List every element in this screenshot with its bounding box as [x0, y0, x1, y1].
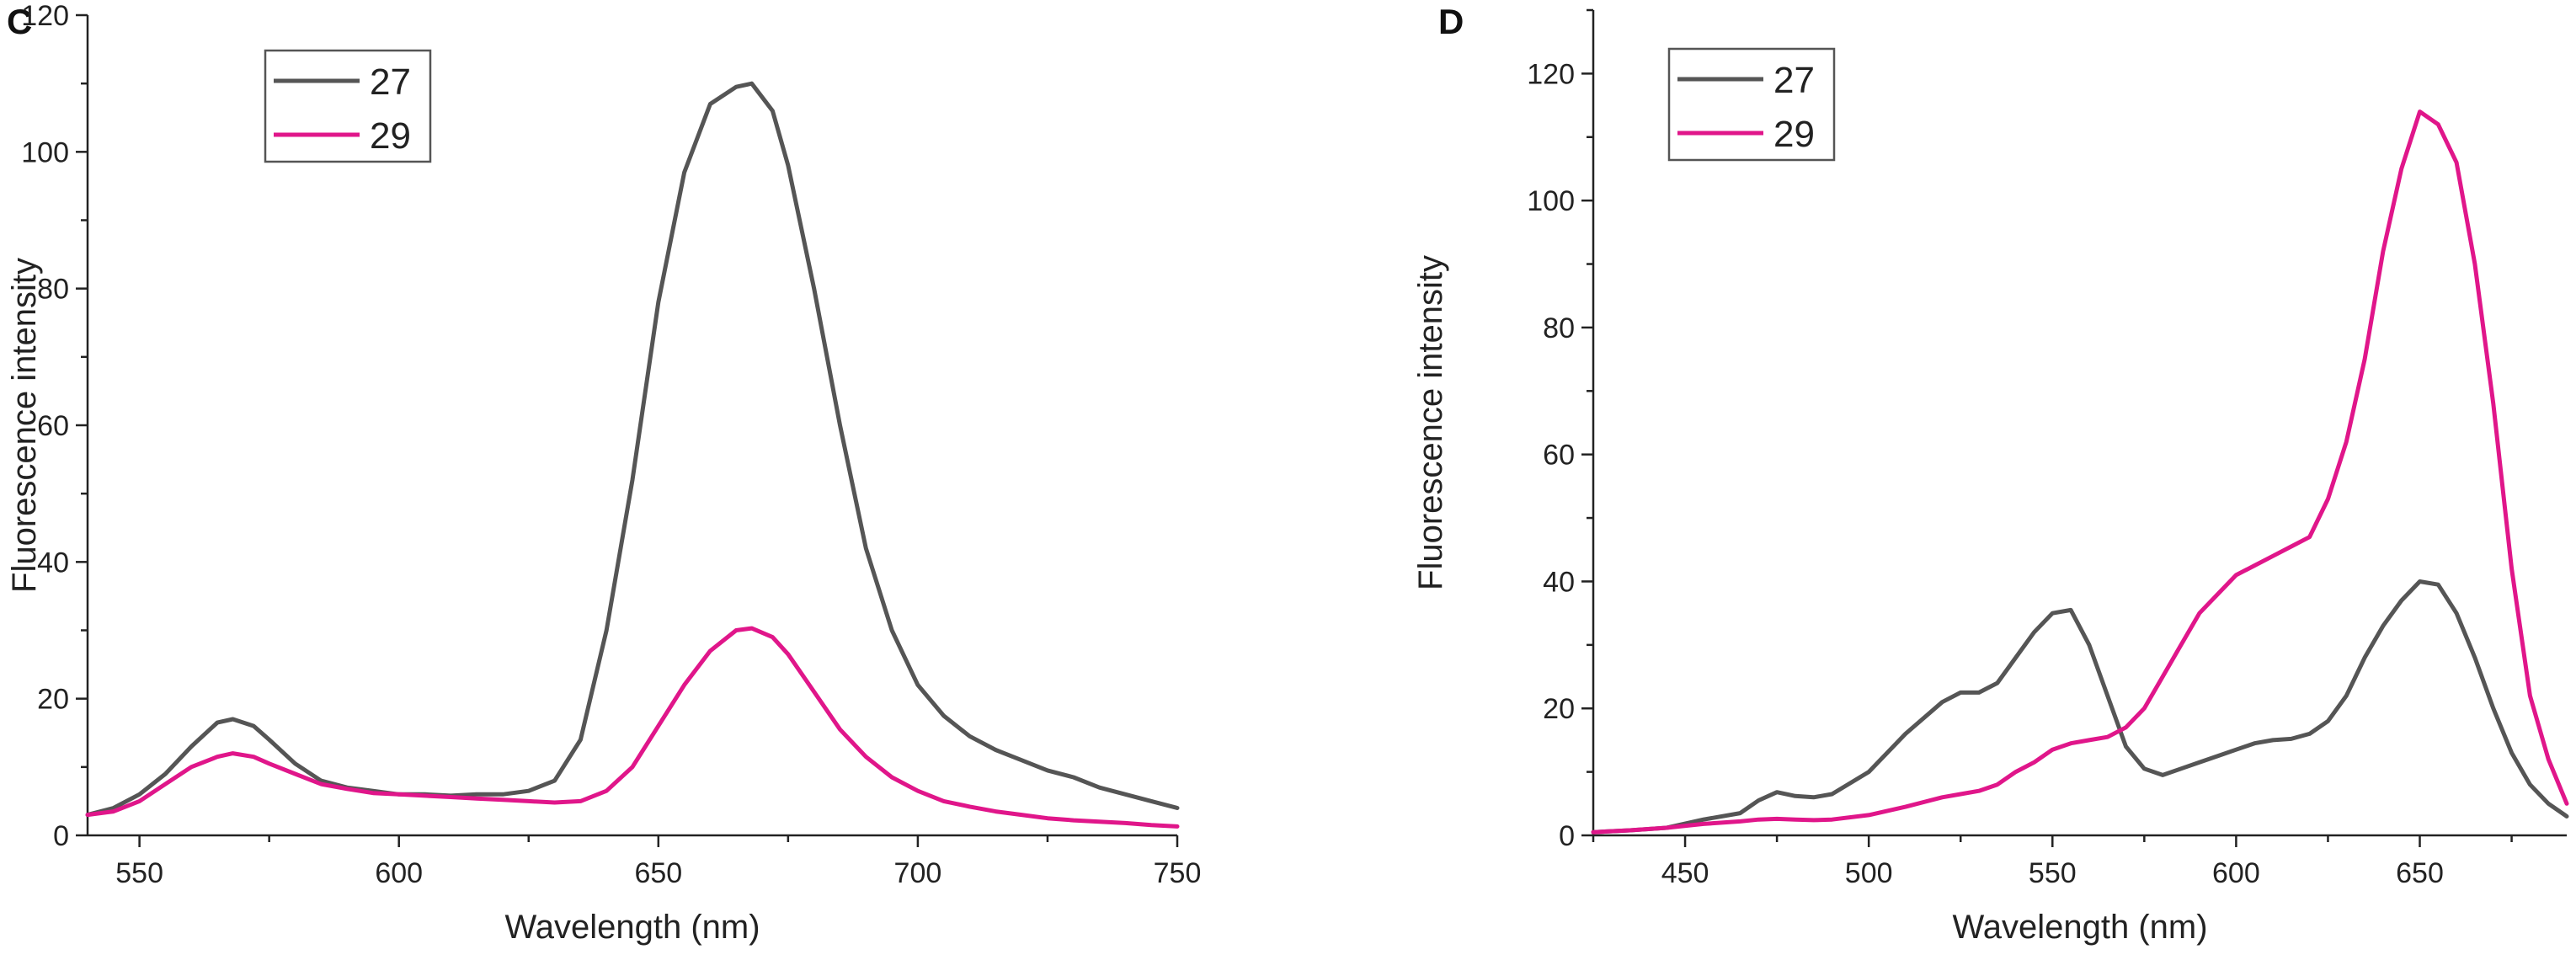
x-tick-label: 500	[1845, 857, 1893, 889]
panel-letter-c: C	[7, 2, 32, 41]
x-tick-label: 600	[2212, 857, 2260, 889]
y-tick-label: 40	[1543, 566, 1575, 598]
x-tick-label: 450	[1661, 857, 1709, 889]
legend-label-27: 27	[1773, 60, 1815, 101]
x-tick-label: 600	[375, 857, 423, 889]
x-tick-label: 650	[634, 857, 682, 889]
series-line-27	[85, 81, 1180, 818]
panel-letter-d: D	[1438, 2, 1464, 41]
chart-panel-d: D 450 500 550 600 650 0 20 40 60 80 100 120 Waveleng…	[1412, 2, 2569, 946]
y-tick-label: 120	[1527, 58, 1575, 90]
y-tick-label: 0	[53, 820, 69, 852]
y-tick-label: 20	[37, 684, 69, 716]
x-tick-label: 750	[1154, 857, 1202, 889]
series-line-29	[85, 626, 1180, 829]
x-tick-label: 700	[894, 857, 942, 889]
legend-label-29: 29	[370, 115, 411, 157]
legend-label-27: 27	[370, 61, 411, 103]
x-axis-title: Wavelength (nm)	[1952, 909, 2207, 946]
y-tick-label: 120	[21, 0, 69, 32]
x-tick-label: 550	[2029, 857, 2077, 889]
legend-box	[264, 49, 432, 163]
y-tick-label: 100	[1527, 185, 1575, 217]
legend-box	[1667, 47, 1836, 162]
y-tick-label: 80	[37, 274, 69, 306]
series-line-27	[1591, 579, 2569, 835]
x-axis-title: Wavelength (nm)	[504, 909, 760, 946]
x-tick-label: 550	[115, 857, 163, 889]
y-tick-label: 20	[1543, 693, 1575, 725]
y-tick-label: 40	[37, 547, 69, 579]
y-tick-label: 0	[1559, 820, 1575, 852]
x-tick-label: 650	[2396, 857, 2444, 889]
legend-label-29: 29	[1773, 114, 1815, 155]
y-axis-title: Fluorescence intensity	[6, 258, 43, 593]
y-tick-label: 60	[37, 410, 69, 442]
y-tick-label: 80	[1543, 312, 1575, 344]
chart-panel-c: C 550 600 650 700 750 0 20 40 60 80 100 120 Waveleng…	[6, 0, 1201, 946]
y-axis-title: Fluorescence intensity	[1412, 255, 1449, 590]
series-line-29	[1591, 109, 2569, 835]
y-tick-label: 60	[1543, 440, 1575, 472]
y-tick-label: 100	[21, 136, 69, 168]
